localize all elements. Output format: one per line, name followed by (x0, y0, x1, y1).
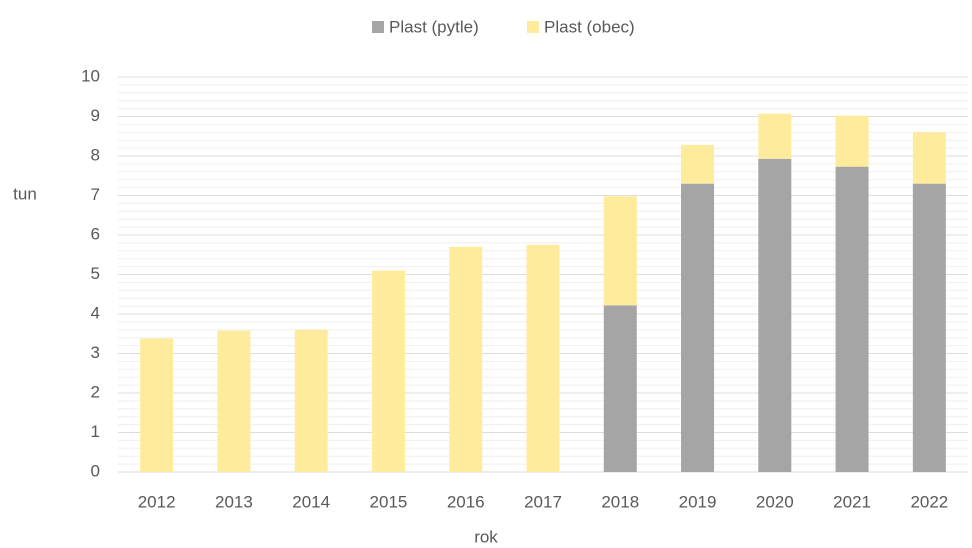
x-tick-label: 2019 (679, 492, 717, 511)
legend-label: Plast (obec) (544, 17, 635, 36)
bar-segment (449, 246, 483, 472)
bar-segment (681, 183, 715, 472)
bar-segment (371, 270, 405, 472)
bar-segment (758, 113, 792, 159)
bar-segment (217, 330, 251, 472)
x-tick-label: 2014 (292, 492, 330, 511)
bar-segment (912, 183, 946, 472)
legend-swatch (372, 21, 384, 33)
bar-segment (835, 115, 869, 167)
legend-label: Plast (pytle) (389, 17, 479, 36)
y-tick-label: 0 (91, 461, 100, 480)
y-tick-label: 4 (91, 303, 100, 322)
x-tick-label: 2013 (215, 492, 253, 511)
bar-segment (835, 166, 869, 473)
x-tick-label: 2018 (601, 492, 639, 511)
y-tick-label: 7 (91, 185, 100, 204)
y-tick-label: 5 (91, 264, 100, 283)
x-tick-label: 2022 (910, 492, 948, 511)
bar-segment (681, 144, 715, 184)
y-tick-label: 8 (91, 145, 100, 164)
x-tick-label: 2016 (447, 492, 485, 511)
y-tick-label: 9 (91, 106, 100, 125)
y-tick-label: 6 (91, 224, 100, 243)
bar-segment (294, 329, 328, 472)
bar-segment (603, 196, 637, 306)
y-tick-label: 2 (91, 382, 100, 401)
y-tick-label: 1 (91, 422, 100, 441)
bar-segment (603, 305, 637, 472)
bar-segment (758, 158, 792, 472)
x-tick-label: 2017 (524, 492, 562, 511)
y-tick-label: 3 (91, 343, 100, 362)
x-tick-label: 2020 (756, 492, 794, 511)
x-tick-label: 2021 (833, 492, 871, 511)
x-axis-title: rok (474, 527, 498, 546)
legend-swatch (527, 21, 539, 33)
bar-segment (912, 132, 946, 184)
x-tick-label: 2015 (370, 492, 408, 511)
y-tick-label: 10 (81, 66, 100, 85)
bar-segment (140, 338, 174, 472)
y-axis-title: tun (13, 184, 37, 203)
x-tick-label: 2012 (138, 492, 176, 511)
bar-segment (526, 244, 560, 472)
